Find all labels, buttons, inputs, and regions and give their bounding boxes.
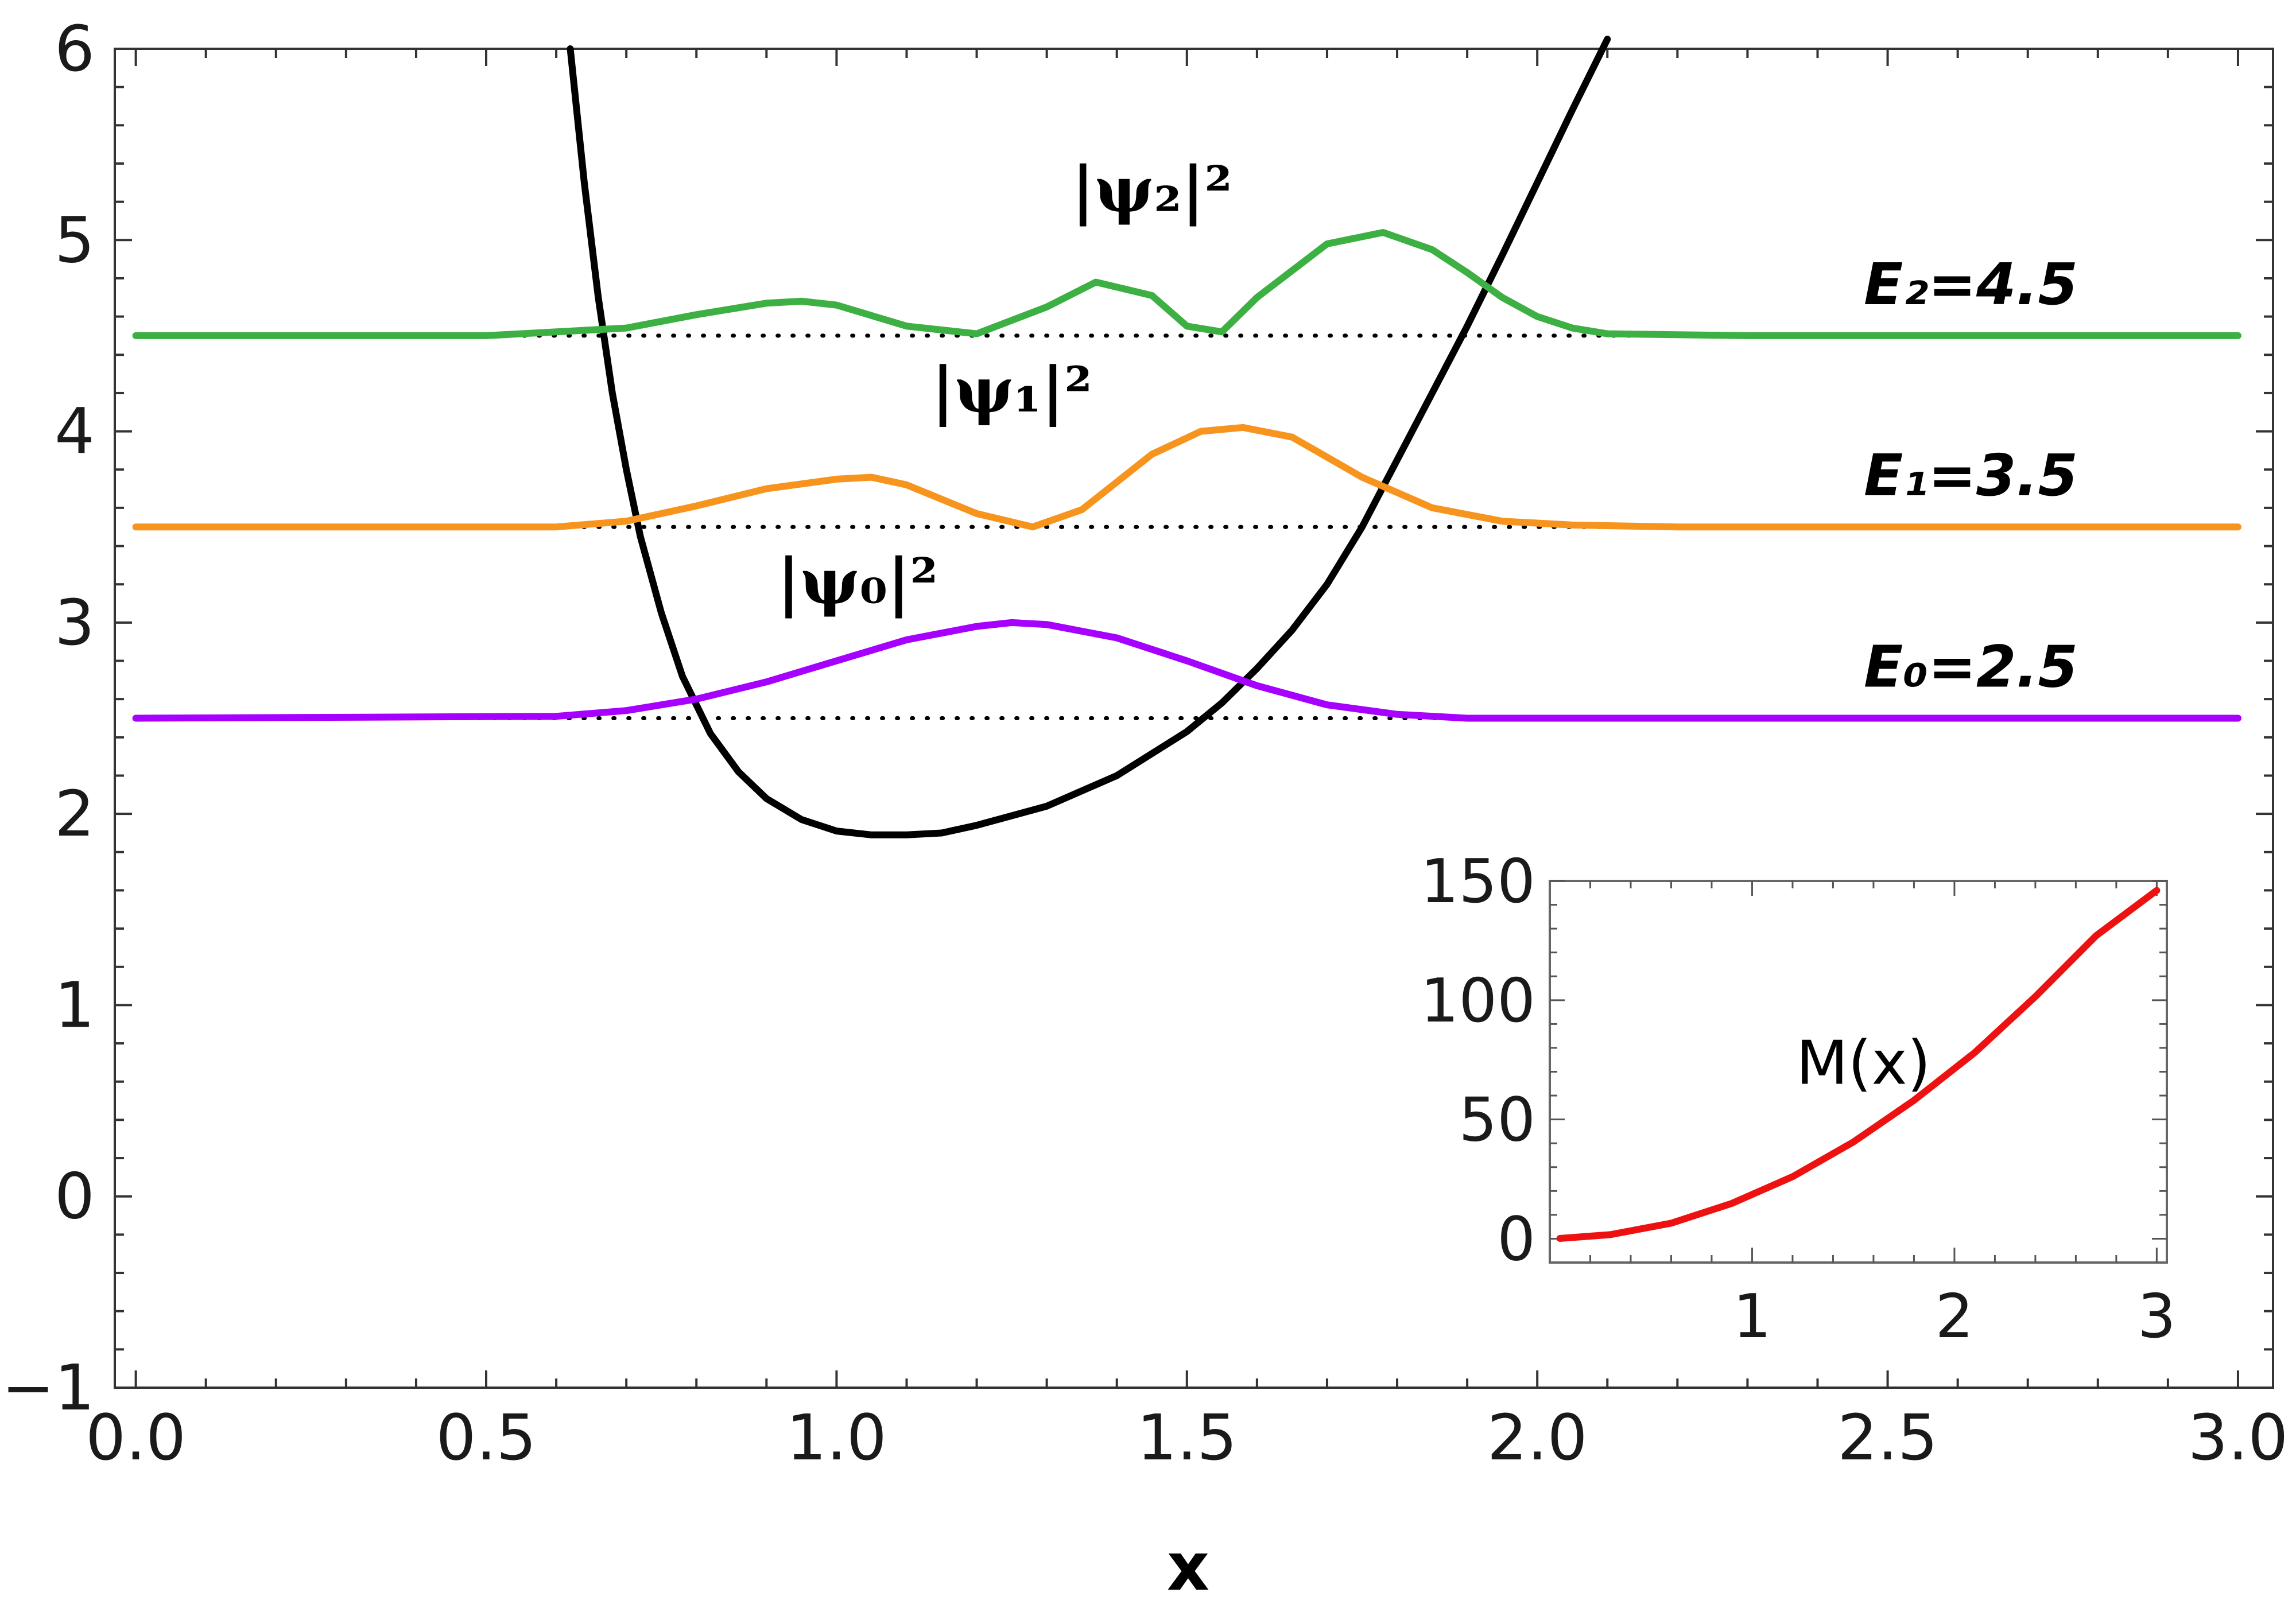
- psi-density-label: |ψ₀|²: [777, 545, 938, 619]
- y-tick-label: 4: [55, 395, 95, 468]
- y-tick-label: 5: [55, 203, 95, 277]
- x-tick-label: 2.0: [1487, 1401, 1588, 1474]
- psi-density-label: |ψ₁|²: [932, 353, 1092, 428]
- potential-curve: [567, 36, 1611, 838]
- y-tick-label: 1: [55, 968, 95, 1042]
- inset-y-tick-label: 100: [1421, 966, 1535, 1036]
- x-tick-label: 3.0: [2188, 1401, 2288, 1474]
- psi1-density-curve: [132, 424, 2241, 531]
- mass-function-curve: [1556, 887, 2161, 1242]
- x-tick-label: 1.0: [786, 1401, 887, 1474]
- psi-density-label: |ψ₂|²: [1072, 152, 1232, 227]
- inset-x-tick-label: 2: [1936, 1281, 1974, 1351]
- y-tick-label: 2: [55, 777, 95, 850]
- x-tick-label: 1.5: [1137, 1401, 1237, 1474]
- y-tick-label: 6: [55, 12, 95, 86]
- x-tick-label: 2.5: [1837, 1401, 1938, 1474]
- x-axis-title: x: [1167, 1529, 1209, 1604]
- inset-plot: 1 2 3 0 50 100 150 M(x): [1421, 846, 2176, 1351]
- inset-y-tick-label: 0: [1497, 1204, 1535, 1274]
- energy-label: E₀=2.5: [1864, 634, 2078, 701]
- inset-y-tick-label: 50: [1459, 1085, 1535, 1155]
- y-tick-label: 3: [55, 586, 95, 659]
- main-plot: 0.0 0.5 1.0 1.5 2.0 2.5 3.0 −1 0 1 2 3 4 5 6 x E₂=4.5 E₁=…: [2, 12, 2289, 1604]
- inset-y-tick-label: 150: [1421, 846, 1535, 916]
- y-tick-label: 0: [55, 1160, 95, 1233]
- inset-x-tick-label: 3: [2138, 1281, 2176, 1351]
- mass-function-label: M(x): [1796, 1028, 1931, 1098]
- y-tick-label: −1: [2, 1351, 95, 1424]
- x-tick-label: 0.5: [436, 1401, 537, 1474]
- psi0-density-curve: [132, 619, 2241, 722]
- inset-x-tick-label: 1: [1733, 1281, 1771, 1351]
- inset-frame: [1549, 880, 2168, 1264]
- plot-frame: [114, 48, 2274, 1389]
- energy-label: E₂=4.5: [1864, 251, 2078, 318]
- energy-label: E₁=3.5: [1864, 442, 2078, 509]
- psi2-density-curve: [132, 229, 2241, 339]
- x-tick-label: 0.0: [86, 1401, 186, 1474]
